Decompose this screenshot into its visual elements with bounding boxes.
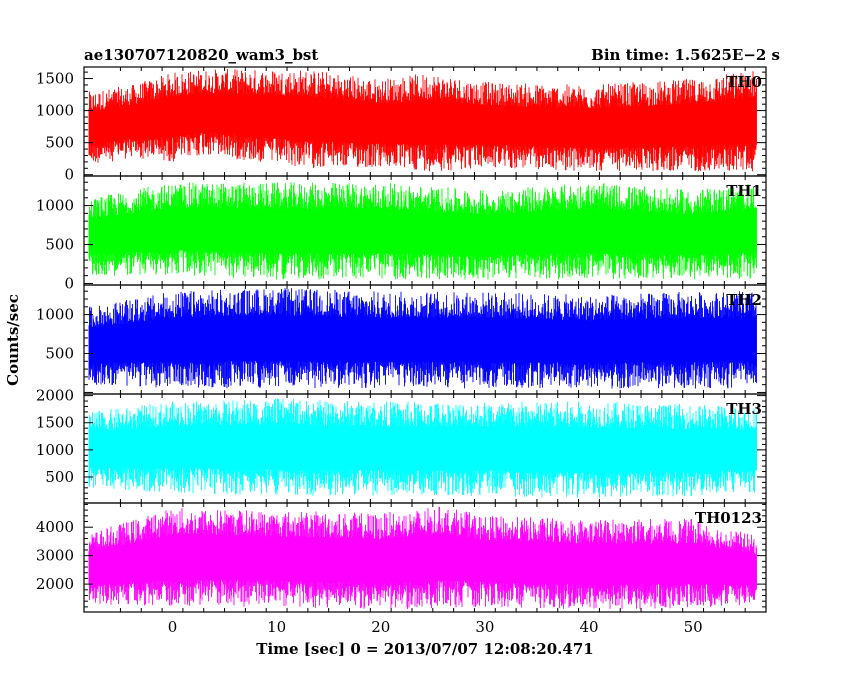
y-tick-label: 1500	[36, 70, 74, 88]
y-tick-label: 1000	[36, 102, 74, 120]
series-th3-trace	[88, 398, 757, 498]
panel-th0123: 2000 3000 4000 TH0123	[36, 502, 767, 613]
y-tick-label: 1500	[36, 414, 74, 432]
y-axis-label: Counts/sec	[4, 294, 22, 386]
y-tick-label: 4000	[36, 518, 74, 536]
x-axis-label: Time [sec] 0 = 2013/07/07 12:08:20.471	[256, 640, 593, 658]
panel-label-th0123: TH0123	[695, 509, 762, 527]
x-tick-label: 30	[475, 618, 494, 636]
y-tick-label: 0	[64, 166, 74, 184]
y-tick-label: 1000	[36, 197, 74, 215]
bin-time-label: Bin time: 1.5625E−2 s	[591, 46, 780, 64]
series-th0-trace	[88, 69, 757, 172]
panel-th2: 500 1000 TH2	[36, 284, 767, 395]
panel-frame	[83, 502, 767, 613]
panel-label-th3: TH3	[726, 400, 762, 418]
y-tick-label: 0	[64, 274, 74, 292]
y-tick-label: 3000	[36, 547, 74, 565]
y-tick-label: 500	[45, 345, 74, 363]
series-th1-trace	[88, 182, 757, 280]
x-tick-label: 10	[267, 618, 286, 636]
panel-label-th1: TH1	[726, 182, 762, 200]
y-tick-label: 500	[45, 134, 74, 152]
panel-th1: 0 500 1000 TH1	[36, 175, 767, 292]
panel-th0: 0 500 1000 1500 TH0	[36, 66, 767, 184]
x-tick-label: 0	[168, 618, 178, 636]
plot-title: ae130707120820_wam3_bst	[84, 46, 318, 64]
y-tick-label: 500	[45, 468, 74, 486]
y-tick-label: 500	[45, 236, 74, 254]
x-tick-label: 50	[684, 618, 703, 636]
x-tick-label: 40	[579, 618, 598, 636]
panel-stack: 0 500 1000 1500 TH0 0 500 1000 TH1 500 1000 TH2 500 1…	[36, 66, 767, 613]
y-tick-label: 1000	[36, 306, 74, 324]
y-tick-label: 2000	[36, 387, 74, 405]
x-axis: 0 10 20 30 40 50	[168, 618, 703, 636]
panel-label-th2: TH2	[726, 291, 762, 309]
panel-label-th0: TH0	[726, 73, 762, 91]
series-th2-trace	[88, 288, 757, 389]
panel-th3: 500 1000 1500 2000 TH3	[36, 387, 767, 504]
series-th0123-trace	[88, 506, 757, 609]
y-tick-label: 2000	[36, 575, 74, 593]
x-tick-label: 20	[371, 618, 390, 636]
y-tick-label: 1000	[36, 441, 74, 459]
